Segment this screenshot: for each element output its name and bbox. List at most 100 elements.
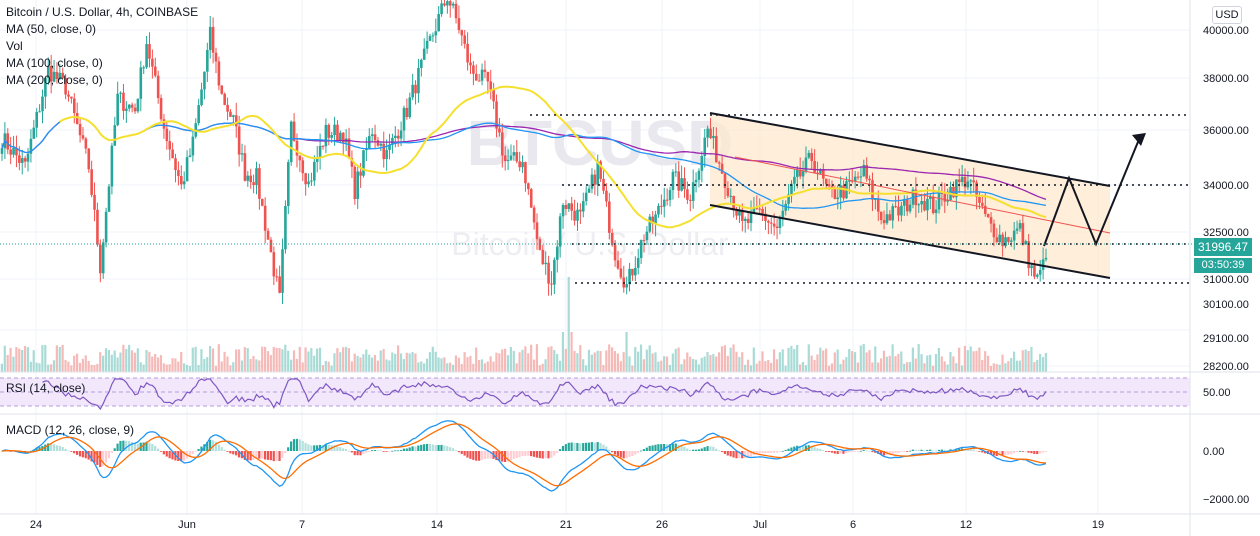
volume-bar xyxy=(813,359,816,372)
volume-bar xyxy=(556,353,559,372)
currency-badge[interactable]: USD xyxy=(1212,6,1242,24)
legend-title[interactable]: Bitcoin / U.S. Dollar, 4h, COINBASE xyxy=(6,5,199,19)
macd-histogram-bar xyxy=(700,448,703,451)
macd-histogram-bar xyxy=(78,451,82,457)
candle-body xyxy=(313,161,316,181)
macd-histogram-bar xyxy=(793,446,796,451)
macd-histogram-bar xyxy=(836,451,839,455)
time-tick-label: 21 xyxy=(560,519,572,531)
volume-bar xyxy=(706,352,709,372)
legend-ma50[interactable]: MA (50, close, 0) xyxy=(6,22,97,36)
candle-body xyxy=(489,81,493,90)
macd-histogram-bar xyxy=(680,445,683,451)
macd-histogram-bar xyxy=(972,449,975,451)
candle-body xyxy=(610,232,614,246)
channel-fill xyxy=(710,113,1110,278)
volume-bar xyxy=(810,355,813,372)
candle-body xyxy=(298,155,302,161)
price-tick-label: 36000.00 xyxy=(1203,125,1249,137)
macd-histogram-bar xyxy=(347,450,351,452)
volume-bar xyxy=(1027,351,1030,372)
candle-body xyxy=(133,107,137,112)
candle-body xyxy=(654,214,657,224)
volume-bar xyxy=(790,345,793,372)
candle-body xyxy=(972,180,976,183)
price-tick-label: 40000.00 xyxy=(1203,25,1249,37)
volume-bar xyxy=(298,346,301,372)
candle-body xyxy=(55,71,59,80)
volume-bar xyxy=(897,353,900,372)
candle-body xyxy=(894,206,897,208)
macd-histogram-bar xyxy=(558,449,562,451)
channel-midline xyxy=(734,156,1111,234)
projection-path xyxy=(1043,136,1141,247)
candle-body xyxy=(411,84,414,98)
volume-bar xyxy=(825,348,828,372)
candle-body xyxy=(12,147,15,155)
volume-bar xyxy=(353,353,356,372)
macd-label[interactable]: MACD (12, 26, close, 9) xyxy=(6,423,135,437)
macd-histogram-bar xyxy=(978,451,981,452)
volume-bar xyxy=(64,359,67,372)
legend-ma100[interactable]: MA (100, close, 0) xyxy=(6,56,103,70)
macd-histogram-bar xyxy=(194,451,197,452)
volume-bar xyxy=(851,351,854,372)
legend-ma200[interactable]: MA (200, close, 0) xyxy=(6,73,103,87)
candle-body xyxy=(917,204,921,206)
macd-histogram-bar xyxy=(865,450,868,452)
volume-bar xyxy=(882,350,886,372)
volume-bar xyxy=(281,349,284,372)
candle-body xyxy=(636,258,640,268)
candle-body xyxy=(32,127,36,139)
candle-body xyxy=(981,202,984,206)
volume-bar xyxy=(981,359,984,372)
macd-tick-label: 0.00 xyxy=(1203,446,1224,458)
volume-bar xyxy=(203,358,206,372)
macd-histogram-bar xyxy=(440,444,443,451)
legend-vol[interactable]: Vol xyxy=(6,39,23,53)
candle-body xyxy=(506,159,510,162)
candle-body xyxy=(255,168,258,186)
volume-bar xyxy=(249,359,252,372)
candle-body xyxy=(327,124,331,138)
candle-body xyxy=(671,171,675,191)
candle-body xyxy=(900,205,903,216)
candle-body xyxy=(110,145,114,187)
volume-bar xyxy=(605,350,608,372)
macd-histogram-bar xyxy=(564,444,567,451)
ma50-line xyxy=(59,85,1047,229)
volume-bar xyxy=(18,348,21,372)
macd-histogram-bar xyxy=(180,451,183,462)
macd-histogram-bar xyxy=(261,451,264,459)
macd-histogram-bar xyxy=(125,440,128,451)
candle-body xyxy=(446,1,449,6)
candle-body xyxy=(480,69,484,81)
chart-legend: Bitcoin / U.S. Dollar, 4h, COINBASE MA (… xyxy=(6,4,198,89)
rsi-label[interactable]: RSI (14, close) xyxy=(6,381,86,395)
volume-bar xyxy=(327,361,330,372)
volume-bar xyxy=(905,362,909,372)
macd-histogram-bar xyxy=(278,451,281,461)
candle-body xyxy=(159,98,163,120)
candle-body xyxy=(995,237,999,243)
candle-body xyxy=(1033,265,1036,277)
candle-body xyxy=(237,126,241,155)
candle-body xyxy=(969,180,973,182)
candle-body xyxy=(301,160,305,174)
candle-body xyxy=(125,108,128,111)
candle-body xyxy=(613,245,617,261)
rsi-line xyxy=(42,378,1047,411)
macd-histogram-bar xyxy=(130,441,134,451)
macd-histogram-bar xyxy=(772,451,776,453)
price-tick-label: 32500.00 xyxy=(1203,227,1249,239)
macd-histogram-bar xyxy=(891,451,894,454)
volume-bar xyxy=(645,349,648,372)
volume-bar xyxy=(998,364,1001,372)
macd-histogram-bar xyxy=(284,451,287,454)
volume-bar xyxy=(142,364,145,372)
macd-histogram-bar xyxy=(295,438,298,451)
volume-bar xyxy=(561,332,565,372)
volume-bar xyxy=(411,352,414,372)
macd-histogram-bar xyxy=(370,450,374,452)
